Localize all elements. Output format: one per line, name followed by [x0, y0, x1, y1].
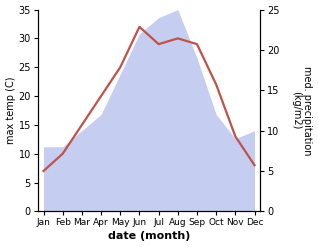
Y-axis label: med. precipitation
(kg/m2): med. precipitation (kg/m2) [291, 66, 313, 155]
X-axis label: date (month): date (month) [108, 231, 190, 242]
Y-axis label: max temp (C): max temp (C) [5, 77, 16, 144]
